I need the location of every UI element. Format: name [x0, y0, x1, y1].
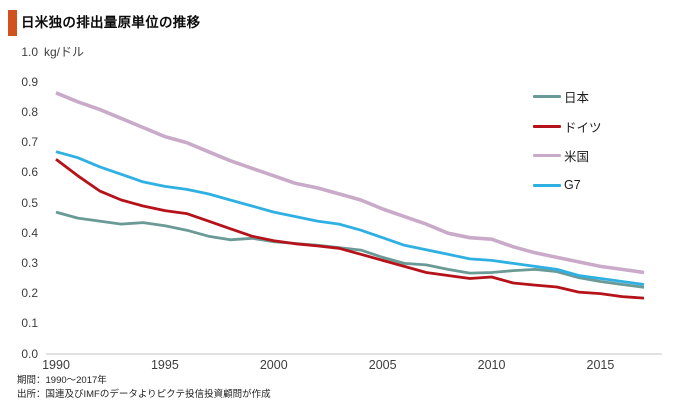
legend-item-germany: ドイツ	[533, 112, 602, 142]
x-tick-2010: 2010	[477, 358, 506, 372]
footnote-period: 期間：1990～2017年	[17, 375, 107, 386]
legend-item-g7: G7	[533, 171, 602, 201]
y-tick-1.0: 1.0	[21, 44, 38, 59]
y-tick-0.1: 0.1	[21, 316, 38, 331]
x-tick-2015: 2015	[586, 358, 615, 372]
legend-label-germany: ドイツ	[564, 120, 602, 135]
y-axis-unit-label: kg/ドル	[44, 45, 85, 59]
y-tick-0.3: 0.3	[21, 255, 38, 270]
series-line-g7	[55, 150, 645, 286]
y-tick-0.2: 0.2	[21, 286, 38, 301]
page-title: 日米独の排出量原単位の推移	[21, 15, 201, 30]
y-tick-0.9: 0.9	[21, 74, 38, 89]
x-tick-2005: 2005	[368, 358, 397, 372]
y-tick-0.0: 0.0	[21, 346, 38, 361]
legend-line-us-icon	[533, 154, 561, 158]
series-line-germany	[55, 158, 645, 300]
legend: 日本 ドイツ 米国 G7	[533, 82, 602, 200]
y-tick-0.6: 0.6	[21, 165, 38, 180]
y-tick-0.4: 0.4	[21, 225, 38, 240]
x-tick-1995: 1995	[150, 358, 179, 372]
x-tick-2000: 2000	[259, 358, 288, 372]
y-tick-0.7: 0.7	[21, 135, 38, 150]
legend-line-japan-icon	[533, 95, 561, 99]
legend-label-g7: G7	[564, 178, 581, 193]
series-line-us	[55, 91, 645, 275]
footnote-source: 出所：国連及びIMFのデータよりピクテ投信投資顧問が作成	[17, 389, 271, 400]
legend-line-g7-icon	[533, 183, 561, 187]
y-tick-0.5: 0.5	[21, 195, 38, 210]
y-tick-0.8: 0.8	[21, 104, 38, 119]
legend-item-japan: 日本	[533, 82, 602, 112]
legend-label-japan: 日本	[564, 91, 590, 106]
legend-line-germany-icon	[533, 124, 561, 128]
legend-item-us: 米国	[533, 141, 602, 171]
x-tick-1990: 1990	[42, 358, 70, 372]
title-accent-bar	[8, 10, 17, 36]
series-line-japan	[55, 210, 645, 289]
legend-label-us: 米国	[564, 150, 590, 165]
footnotes: 期間：1990～2017年 出所：国連及びIMFのデータよりピクテ投信投資顧問が…	[17, 374, 271, 402]
